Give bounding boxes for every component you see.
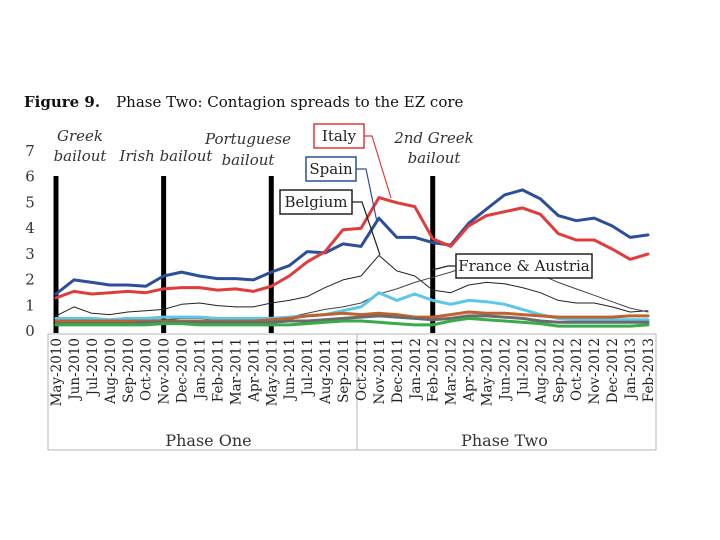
x-tick-label: Jul-2011 [300,338,316,397]
series-line-italy [54,196,650,300]
x-tick-label: Jun-2012 [497,338,513,402]
phase-label-1: Phase One [165,431,251,450]
event-marker-label-3: bailout [222,151,276,169]
figure-title-text: Phase Two: Contagion spreads to the EZ c… [116,93,464,111]
x-tick-label: Apr-2012 [462,338,478,403]
callout-label-1: Italy [322,127,357,145]
x-tick-label: Aug-2012 [533,338,549,405]
x-tick-label: Feb-2012 [426,338,442,402]
x-tick-label: Jun-2010 [67,338,83,402]
callout-leader-2 [356,168,378,223]
x-tick-label: Aug-2010 [103,338,119,405]
callout-box-2 [305,156,357,182]
callout-leader-3 [352,201,381,256]
figure-title: Figure 9. Phase Two: Contagion spreads to… [24,93,463,115]
x-tick-label: Jul-2010 [85,338,101,397]
callout-box-3 [279,189,353,215]
x-tick-label: Sep-2012 [551,338,567,403]
series-line-spain [54,188,650,296]
callout-leader-1 [364,135,392,199]
x-tick-label: Jul-2012 [515,338,531,397]
event-marker-label-1: Greek [57,127,103,145]
x-tick-label: Jun-2011 [282,338,298,402]
callout-leader-4 [431,265,456,271]
x-tick-label: Jan-2013 [623,338,639,401]
y-tick-label: 4 [25,219,35,237]
x-tick-label: Dec-2012 [605,338,621,403]
event-marker-label-1: bailout [54,147,108,165]
x-tick-label: May-2010 [49,338,65,406]
event-marker-label-3: Portuguese [204,130,291,148]
x-tick-label: Dec-2011 [390,338,406,403]
x-tick-label: Mar-2012 [444,338,460,405]
x-tick-label: Nov-2010 [157,338,173,405]
event-marker-label-2: Irish bailout [119,147,214,165]
series-line-belgium [55,254,649,317]
callout-box-1 [313,123,365,149]
event-marker-label-4: bailout [408,149,462,167]
x-tick-label: Jan-2012 [408,338,424,401]
x-tick-label: Feb-2013 [641,338,657,402]
x-tick-label: Feb-2011 [210,338,226,402]
x-tick-label: May-2012 [480,338,496,406]
x-tick-label: May-2011 [264,338,280,406]
y-tick-label: 0 [25,322,35,340]
x-tick-label: Dec-2010 [175,338,191,403]
callout-label-3: Belgium [285,193,348,211]
x-tick-label: Sep-2011 [336,338,352,403]
x-tick-label: Sep-2010 [121,338,137,403]
x-tick-label: Nov-2012 [587,338,603,405]
y-tick-label: 7 [25,142,35,160]
y-tick-label: 2 [25,271,35,289]
series-line-finland [54,314,650,326]
x-tick-label: Nov-2011 [372,338,388,405]
x-tick-label: Oct-2010 [139,338,155,401]
x-tick-label: Jan-2011 [193,338,209,401]
figure-label: Figure 9. [24,93,101,111]
y-tick-label: 5 [25,193,35,211]
event-marker-label-4: 2nd Greek [393,129,474,147]
x-tick-label: Aug-2011 [318,338,334,405]
x-tick-label: Oct-2011 [354,338,370,401]
series-line-germany [54,316,650,328]
y-tick-label: 6 [25,168,35,186]
phase-label-2: Phase Two [461,431,548,450]
callout-label-2: Spain [309,160,353,178]
callout-box-4 [455,253,593,279]
x-tick-label: Apr-2011 [246,338,262,403]
callout-label-4: France & Austria [458,257,590,275]
x-tick-label: Oct-2012 [569,338,585,401]
y-tick-label: 1 [25,296,35,314]
y-tick-label: 3 [25,245,35,263]
x-tick-label: Mar-2011 [228,338,244,405]
